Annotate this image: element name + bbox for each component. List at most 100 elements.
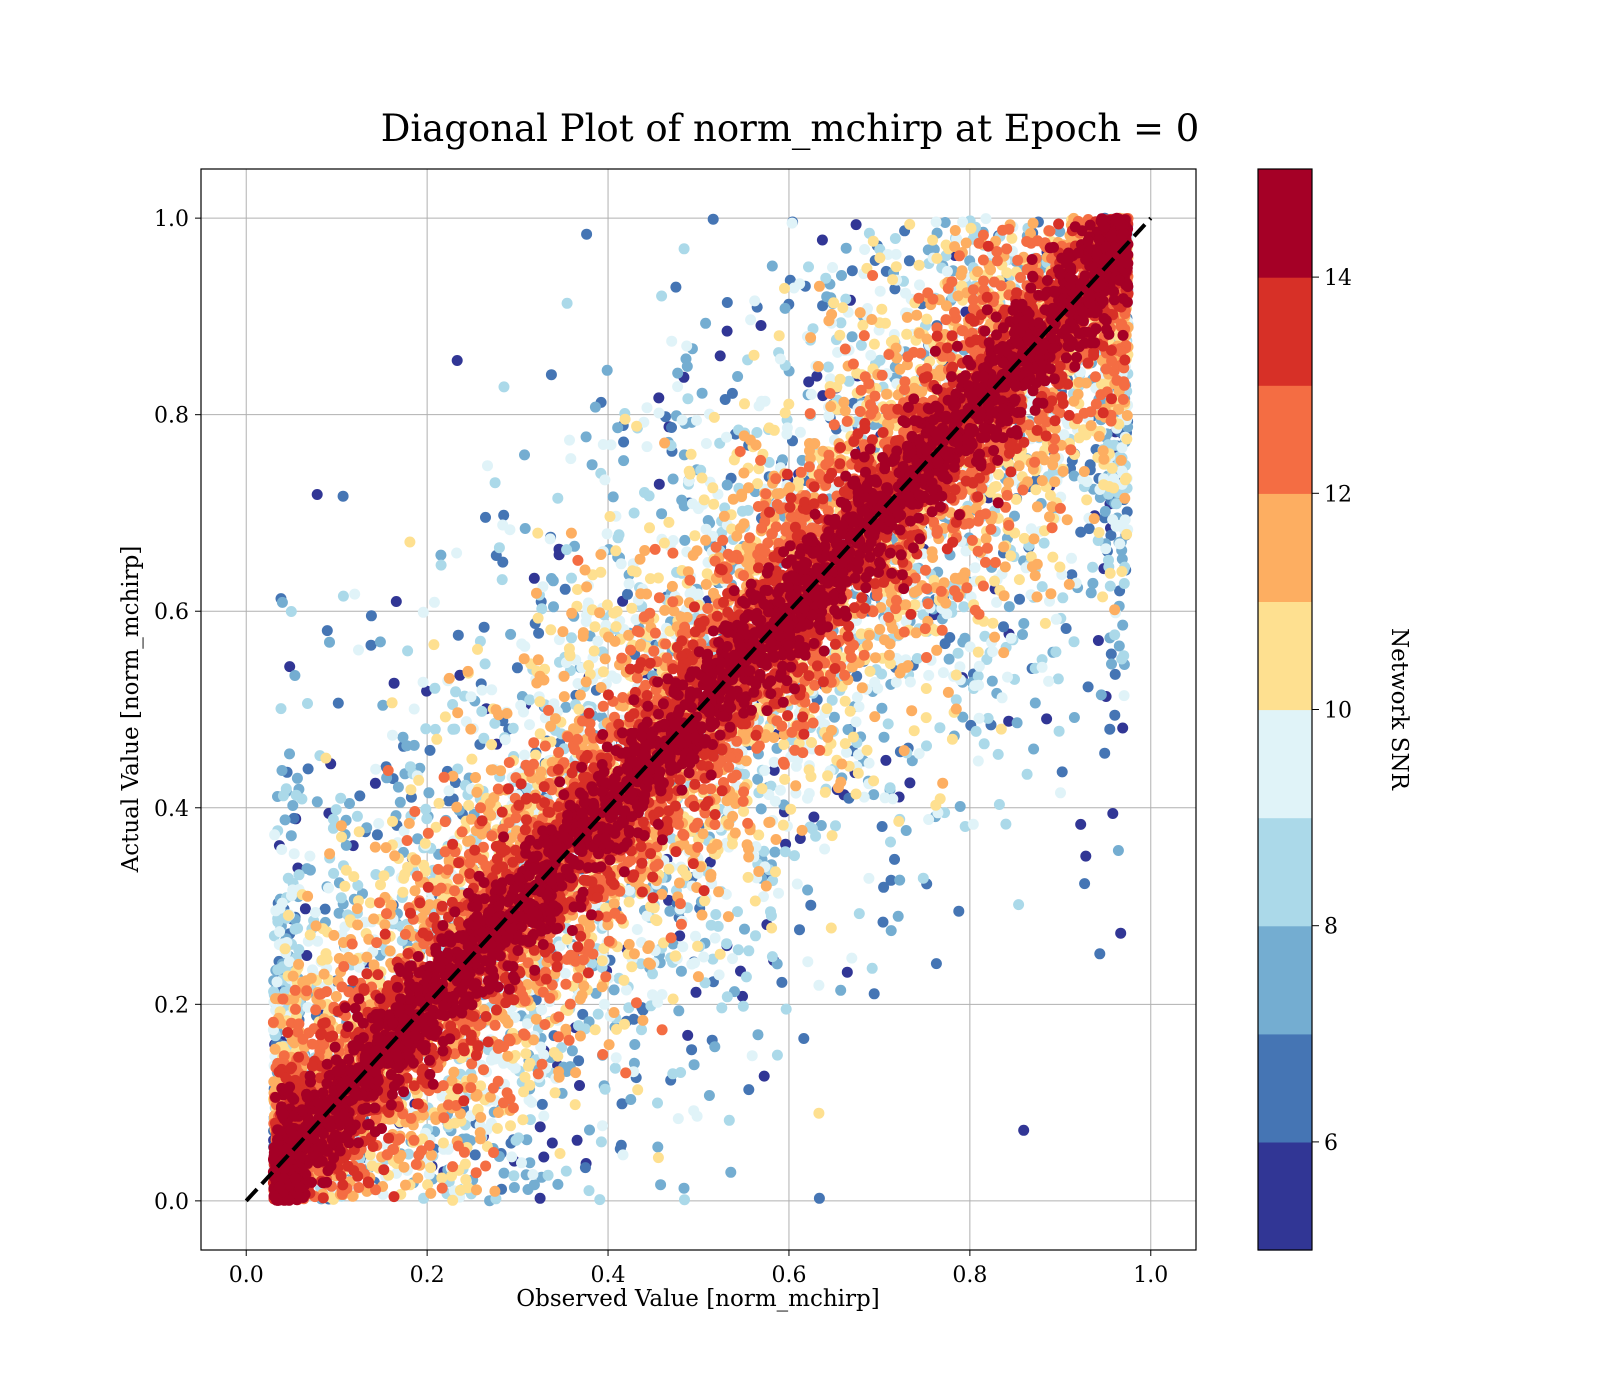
scatter-point — [573, 703, 585, 715]
scatter-point — [271, 976, 283, 988]
scatter-point — [879, 317, 891, 329]
scatter-point — [1050, 646, 1062, 658]
scatter-point — [755, 803, 767, 815]
scatter-point — [1083, 523, 1095, 535]
scatter-point — [354, 790, 366, 802]
scatter-point — [282, 872, 294, 884]
scatter-point — [612, 422, 624, 434]
scatter-point — [876, 303, 888, 315]
scatter-point — [721, 479, 733, 491]
scatter-point — [425, 1162, 437, 1174]
scatter-point — [1054, 561, 1066, 573]
scatter-point — [597, 666, 609, 678]
scatter-point — [743, 1084, 755, 1096]
scatter-point — [304, 850, 316, 862]
scatter-point — [954, 801, 966, 812]
scatter-point — [958, 601, 970, 613]
scatter-point — [841, 966, 853, 978]
scatter-point — [609, 1062, 621, 1074]
scatter-point — [275, 703, 287, 715]
scatter-point — [737, 505, 748, 517]
scatter-point — [1106, 658, 1117, 670]
scatter-point — [632, 1084, 644, 1096]
scatter-point — [836, 270, 847, 281]
scatter-point — [811, 370, 823, 382]
scatter-point — [580, 431, 592, 443]
scatter-point — [819, 843, 831, 855]
scatter-point — [1087, 577, 1099, 589]
scatter-point — [1060, 623, 1072, 634]
scatter-point — [705, 919, 717, 931]
scatter-point — [554, 1148, 566, 1159]
scatter-point — [479, 658, 491, 670]
scatter-point — [721, 991, 733, 1003]
scatter-point — [813, 1192, 825, 1204]
scatter-point — [917, 872, 929, 884]
scatter-point — [544, 533, 556, 545]
scatter-point — [934, 722, 946, 734]
scatter-point — [969, 562, 981, 574]
scatter-point — [504, 524, 516, 536]
scatter-point — [524, 719, 535, 731]
scatter-point — [682, 1029, 694, 1041]
scatter-point — [1003, 601, 1015, 613]
scatter-point — [1105, 648, 1117, 660]
scatter-point — [349, 588, 361, 600]
scatter-point — [566, 572, 577, 584]
scatter-point — [839, 695, 851, 707]
scatter-point — [846, 331, 858, 343]
scatter-point — [887, 793, 899, 805]
scatter-point — [865, 349, 877, 361]
scatter-point — [959, 632, 971, 644]
scatter-point — [690, 986, 702, 998]
scatter-point — [574, 1080, 585, 1091]
scatter-point — [992, 748, 1004, 760]
scatter-point — [752, 1029, 764, 1041]
scatter-point — [773, 330, 785, 342]
scatter-point — [420, 723, 432, 735]
scatter-point — [726, 387, 738, 399]
scatter-point — [732, 371, 744, 382]
scatter-point — [604, 511, 616, 522]
scatter-point — [679, 534, 691, 546]
scatter-point — [566, 1045, 578, 1057]
scatter-point — [1057, 592, 1069, 604]
scatter-point — [519, 749, 530, 761]
scatter-point — [1039, 617, 1051, 629]
scatter-point — [834, 329, 846, 341]
scatter-point — [1030, 484, 1042, 496]
scatter-point — [560, 701, 572, 713]
scatter-point — [803, 376, 815, 388]
scatter-point — [636, 1024, 647, 1036]
scatter-point — [748, 349, 760, 361]
scatter-point — [884, 782, 896, 794]
scatter-point — [725, 1166, 737, 1178]
scatter-point — [821, 703, 833, 715]
scatter-point — [686, 1044, 698, 1056]
scatter-point — [972, 670, 984, 682]
scatter-point — [921, 313, 933, 325]
scatter-point — [805, 388, 817, 400]
scatter-point — [696, 472, 708, 484]
scatter-point — [309, 907, 321, 918]
scatter-point — [846, 952, 858, 964]
scatter-point — [625, 1094, 637, 1105]
scatter-point — [987, 617, 999, 629]
scatter-point — [1050, 613, 1062, 625]
scatter-point — [1107, 808, 1119, 819]
scatter-point — [877, 916, 889, 928]
scatter-point — [486, 739, 498, 751]
scatter-point — [986, 675, 998, 687]
scatter-point — [647, 989, 658, 1001]
scatter-point — [688, 1105, 700, 1117]
scatter-point — [1043, 675, 1055, 687]
scatter-point — [498, 509, 510, 521]
scatter-point — [802, 792, 813, 804]
scatter-point — [626, 961, 638, 973]
scatter-point — [663, 863, 675, 875]
scatter-point — [644, 573, 656, 585]
scatter-point — [476, 684, 488, 696]
scatter-point — [727, 953, 738, 965]
scatter-point — [806, 737, 817, 748]
scatter-point — [652, 1097, 663, 1109]
